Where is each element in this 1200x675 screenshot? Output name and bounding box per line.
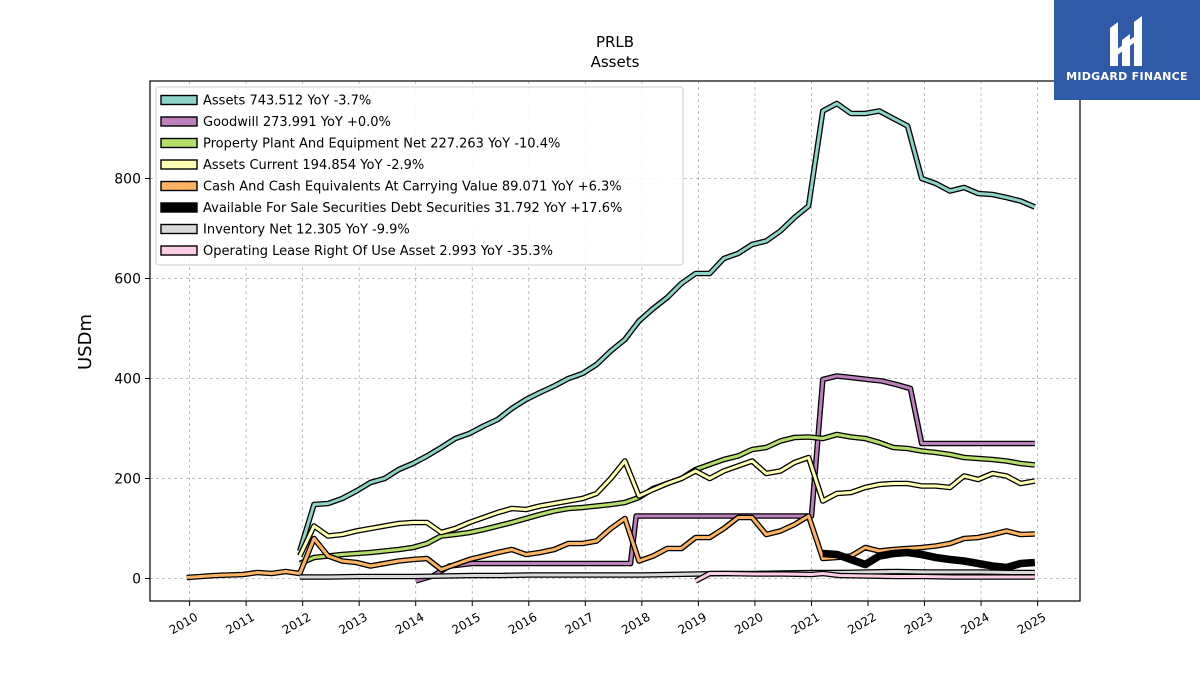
x-tick-label: 2015 — [450, 610, 483, 637]
series-line — [415, 374, 1035, 583]
x-tick-label: 2010 — [167, 610, 200, 637]
x-tick-label: 2014 — [393, 610, 426, 637]
series-line — [694, 572, 1035, 583]
y-tick-label: 400 — [114, 372, 141, 388]
legend-entry: Available For Sale Securities Debt Secur… — [203, 201, 622, 216]
x-tick-label: 2020 — [732, 610, 765, 637]
x-tick-label: 2022 — [845, 610, 878, 637]
legend-entry: Assets 743.512 YoY -3.7% — [203, 94, 371, 109]
x-tick-label: 2024 — [958, 610, 991, 637]
x-tick-label: 2012 — [280, 610, 313, 637]
legend-entry: Cash And Cash Equivalents At Carrying Va… — [203, 180, 622, 195]
y-tick-label: 0 — [132, 572, 141, 588]
legend: Assets 743.512 YoY -3.7% Goodwill 273.991… — [155, 86, 684, 266]
midgard-logo-icon — [1110, 16, 1142, 66]
series-line — [298, 102, 1036, 552]
x-tick-label: 2016 — [506, 610, 539, 637]
legend-entry: Property Plant And Equipment Net 227.263… — [203, 137, 560, 152]
legend-swatch — [160, 245, 198, 256]
series-assets — [297, 100, 1036, 552]
chart-subtitle: Assets — [591, 53, 640, 71]
y-tick-label: 200 — [114, 472, 141, 488]
series-line — [298, 456, 1036, 557]
chart-title: PRLB — [596, 33, 634, 51]
series-assets-current — [297, 454, 1036, 558]
legend-entry: Assets Current 194.854 YoY -2.9% — [203, 158, 424, 173]
y-tick-label: 600 — [114, 272, 141, 288]
series-available-for-sale-securities-debt-securities — [822, 548, 1036, 572]
series-line — [186, 514, 1035, 579]
series-line — [822, 550, 1035, 570]
x-tick-label: 2011 — [223, 610, 256, 637]
series-cash-and-cash-equivalents-at-carrying-value — [186, 513, 1035, 581]
x-tick-label: 2023 — [902, 610, 935, 637]
brand-name: MIDGARD FINANCE — [1066, 70, 1188, 83]
series-inventory-net — [299, 568, 1035, 580]
x-tick-label: 2018 — [619, 610, 652, 637]
legend-swatch — [160, 180, 198, 192]
legend-swatch — [160, 137, 198, 149]
legend-swatch — [160, 94, 198, 106]
series-line — [299, 570, 1035, 579]
x-tick-label: 2013 — [336, 610, 369, 637]
legend-swatch — [160, 223, 198, 235]
plot-frame — [149, 80, 1081, 602]
series-goodwill — [414, 373, 1035, 584]
x-tick-label: 2019 — [676, 610, 709, 637]
legend-entry: Goodwill 273.991 YoY +0.0% — [203, 115, 391, 130]
legend-box — [155, 86, 684, 266]
x-tick-label: 2021 — [789, 610, 822, 637]
y-tick-label: 800 — [114, 172, 141, 188]
legend-swatch — [160, 159, 198, 170]
legend-entry: Inventory Net 12.305 YoY -9.9% — [203, 223, 410, 238]
legend-swatch — [160, 202, 198, 213]
x-axis: 2010 2011 2012 2013 2014 2015 2016 2017 2018 2019… — [167, 601, 1048, 637]
y-axis-label: USDm — [75, 314, 96, 370]
y-axis: 0 200 400 600 800 — [114, 172, 150, 588]
brand-logo: MIDGARD FINANCE — [1054, 0, 1200, 100]
series-operating-lease-right-of-use-asset — [694, 570, 1035, 584]
x-tick-label: 2017 — [563, 610, 596, 637]
x-tick-label: 2025 — [1015, 610, 1048, 637]
legend-entry: Operating Lease Right Of Use Asset 2.993… — [203, 244, 553, 259]
legend-swatch — [160, 116, 198, 127]
grid — [150, 81, 1080, 601]
series-layer — [186, 100, 1036, 584]
